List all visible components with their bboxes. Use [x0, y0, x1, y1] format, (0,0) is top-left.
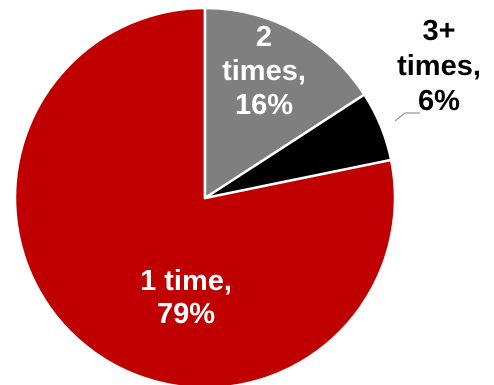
slice-label-three-plus-times: 3+ times, 6%: [397, 15, 481, 117]
slice-label-line: times,: [222, 55, 306, 87]
pie-slices: [13, 6, 397, 385]
slice-label-line: 16%: [235, 89, 293, 121]
pie-slice-two-times: [203, 6, 366, 200]
leader-line-three-plus-times: [394, 112, 420, 122]
slice-label-line: 1 time,: [140, 265, 232, 297]
slice-label-line: 79%: [157, 298, 215, 330]
slice-labels: 1 time, 79%2 times, 16%3+ times, 6%: [140, 15, 481, 330]
leader-lines: [394, 112, 420, 122]
slice-label-line: 2: [256, 21, 272, 53]
slice-label-line: 3+: [422, 15, 455, 47]
slice-label-two-times: 2 times, 16%: [222, 21, 306, 121]
pie-slice-three-plus-times: [203, 93, 393, 200]
slice-label-line: 6%: [418, 85, 460, 117]
slice-label-one-time: 1 time, 79%: [140, 265, 232, 330]
slice-label-line: times,: [397, 50, 481, 82]
